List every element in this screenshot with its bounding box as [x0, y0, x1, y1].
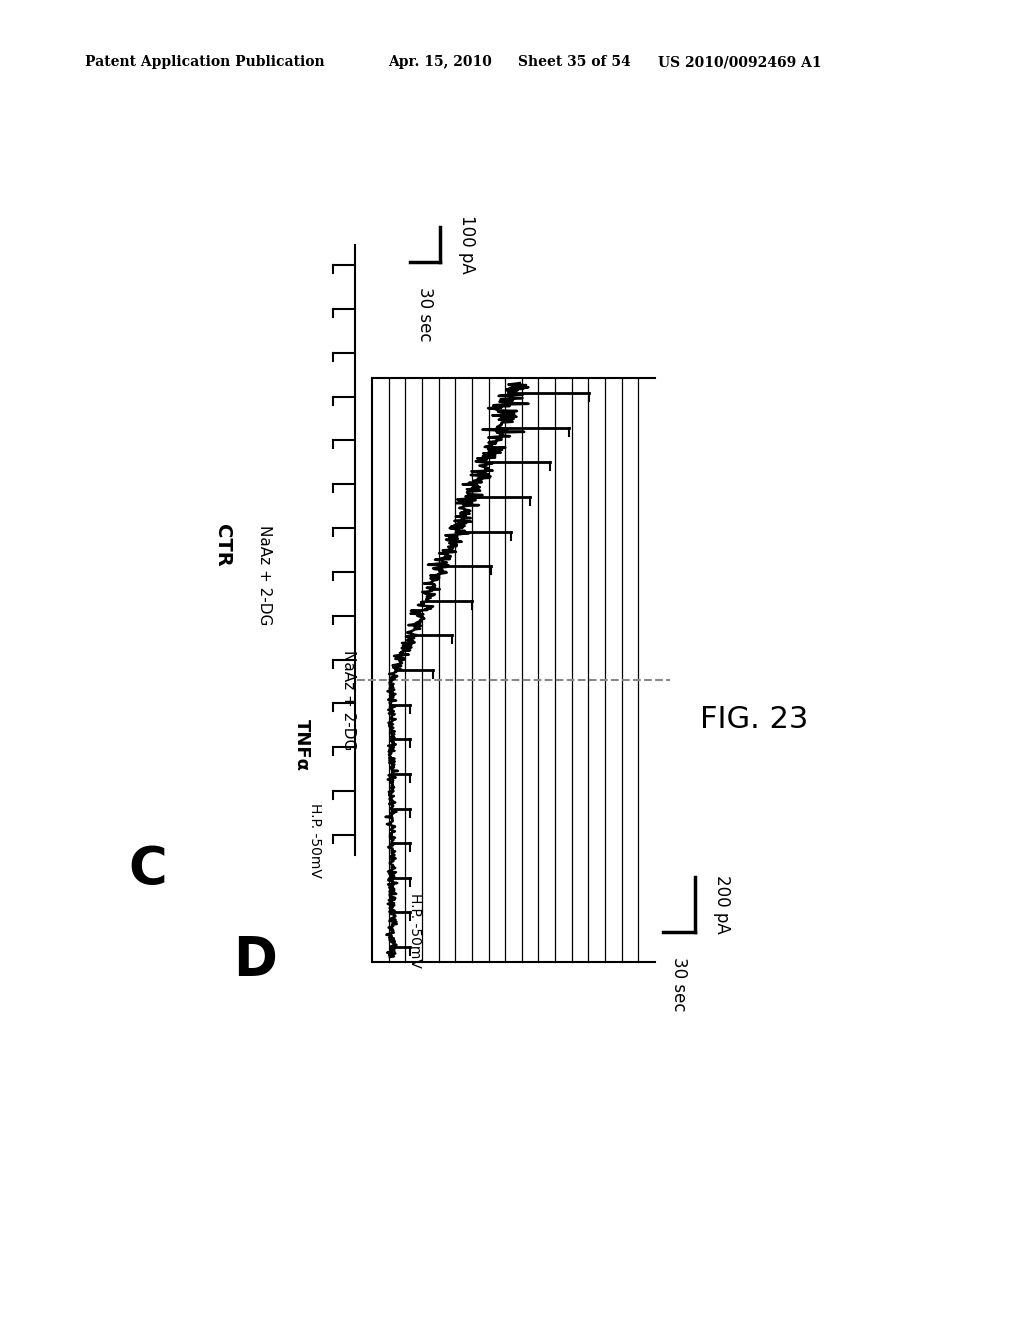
Text: Sheet 35 of 54: Sheet 35 of 54 [518, 55, 631, 69]
Text: CTR: CTR [213, 524, 231, 566]
Text: NaAz + 2-DG: NaAz + 2-DG [257, 525, 272, 626]
Text: 200 pA: 200 pA [713, 875, 731, 933]
Text: H.P. -50mV: H.P. -50mV [408, 892, 422, 968]
Text: NaAz + 2-DG: NaAz + 2-DG [341, 649, 355, 750]
Text: 100 pA: 100 pA [458, 215, 476, 273]
Text: 30 sec: 30 sec [416, 286, 434, 342]
Text: 30 sec: 30 sec [670, 957, 688, 1011]
Text: C: C [129, 843, 167, 896]
Text: Apr. 15, 2010: Apr. 15, 2010 [388, 55, 492, 69]
Text: Patent Application Publication: Patent Application Publication [85, 55, 325, 69]
Text: US 2010/0092469 A1: US 2010/0092469 A1 [658, 55, 821, 69]
Text: TNFα: TNFα [293, 719, 311, 771]
Text: FIG. 23: FIG. 23 [700, 705, 808, 734]
Text: D: D [233, 935, 276, 986]
Text: H.P. -50mV: H.P. -50mV [308, 803, 322, 878]
